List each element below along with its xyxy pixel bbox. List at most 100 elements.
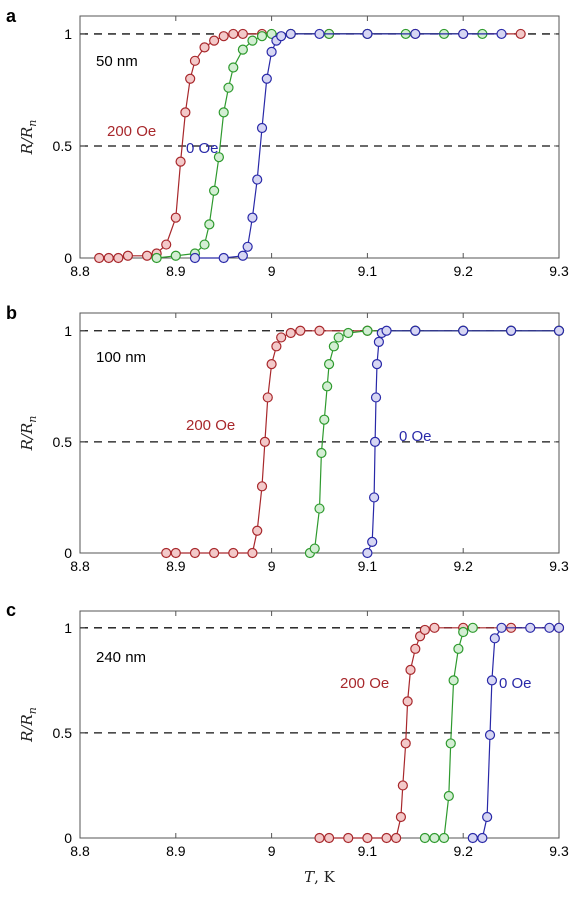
data-point: [209, 35, 220, 46]
data-point: [506, 325, 517, 336]
data-point: [400, 738, 411, 749]
data-point: [458, 325, 469, 336]
data-point: [410, 325, 421, 336]
series-label: 0 Oe: [186, 140, 219, 157]
data-point: [189, 55, 201, 66]
data-point: [256, 481, 268, 492]
data-point: [544, 622, 555, 633]
panel-letter: c: [6, 600, 16, 620]
data-point: [369, 436, 381, 447]
data-point: [362, 832, 373, 844]
data-point: [553, 622, 565, 633]
data-point: [266, 28, 277, 40]
data-point: [429, 832, 440, 844]
panel-letter: a: [6, 6, 17, 26]
data-point: [209, 185, 220, 196]
chart-panel-c: c 8.8 8.9 9 9.1 9.2 9.3 0 0.5 1 R/Rn T, K 240 nm 200 …: [6, 600, 569, 886]
data-point: [309, 543, 320, 554]
thickness-label: 240 nm: [96, 649, 146, 666]
plot-frame: [79, 312, 560, 554]
data-point: [496, 28, 507, 40]
y-axis-label: R/Rn: [18, 120, 39, 156]
y-tick-label: 0: [64, 250, 72, 266]
series-1: [419, 622, 478, 844]
x-tick-label: 9.1: [358, 263, 378, 279]
data-point: [343, 832, 354, 844]
x-tick-label: 8.9: [166, 558, 186, 574]
y-tick-label: 0: [64, 545, 72, 561]
data-point: [151, 252, 162, 264]
data-point: [247, 547, 258, 559]
thickness-label: 50 nm: [96, 53, 138, 70]
data-point: [276, 31, 287, 42]
data-point: [314, 28, 325, 40]
y-tick-label: 0.5: [53, 138, 73, 154]
data-point: [362, 547, 373, 559]
y-tick-label: 0: [64, 830, 72, 846]
data-point: [113, 252, 124, 264]
data-point: [445, 738, 456, 749]
series-label: 200 Oe: [340, 675, 389, 692]
data-point: [103, 252, 114, 264]
data-point: [228, 28, 239, 40]
series-label: 200 Oe: [186, 417, 235, 434]
data-point: [213, 152, 225, 163]
thickness-label: 100 nm: [96, 349, 146, 366]
data-point: [247, 212, 258, 223]
data-point: [276, 332, 287, 343]
data-point: [467, 832, 478, 844]
data-point: [381, 325, 392, 336]
series-0: 200 Oe: [314, 622, 565, 844]
y-tick-label: 0.5: [53, 434, 73, 450]
chart-panel-a: a 8.8 8.9 9 9.1 9.2 9.3 0 0.5 1 R/Rn 50 nm 200 Oe 0 O…: [6, 6, 569, 279]
x-tick-label: 9.3: [549, 558, 569, 574]
data-point: [199, 42, 210, 53]
data-point: [405, 664, 416, 675]
data-point: [266, 359, 277, 370]
data-point: [228, 547, 239, 559]
data-point: [482, 811, 493, 823]
x-tick-label: 9.2: [453, 263, 473, 279]
data-point: [141, 250, 153, 261]
data-point: [252, 525, 263, 536]
data-point: [419, 832, 430, 844]
data-point: [204, 219, 215, 230]
data-point: [218, 31, 229, 42]
data-point: [381, 832, 392, 844]
x-tick-label: 9.3: [549, 843, 569, 859]
data-point: [515, 28, 526, 40]
data-point: [259, 436, 270, 447]
data-point: [161, 239, 172, 250]
panel-letter: b: [6, 303, 17, 323]
data-point: [228, 62, 239, 73]
data-point: [410, 643, 421, 654]
series-label: 0 Oe: [499, 675, 532, 692]
data-point: [189, 252, 201, 264]
data-point: [486, 675, 498, 686]
data-point: [402, 696, 413, 707]
data-point: [223, 82, 234, 93]
data-point: [285, 28, 296, 40]
data-point: [170, 212, 181, 223]
data-point: [323, 832, 335, 844]
data-point: [314, 325, 325, 336]
y-axis-label: R/Rn: [18, 416, 39, 452]
data-point: [314, 503, 325, 514]
data-point: [496, 622, 507, 633]
data-point: [170, 547, 181, 559]
data-point: [256, 122, 268, 134]
data-point: [322, 381, 333, 392]
data-point: [161, 547, 172, 559]
x-tick-label: 9.2: [453, 558, 473, 574]
data-point: [314, 832, 325, 844]
data-point: [285, 327, 296, 339]
x-tick-label: 9: [268, 558, 276, 574]
data-point: [180, 107, 191, 118]
x-tick-label: 9: [268, 263, 276, 279]
x-tick-label: 8.8: [70, 843, 90, 859]
data-point: [489, 633, 500, 644]
data-point: [391, 832, 402, 844]
series-label: 0 Oe: [399, 428, 432, 445]
data-point: [256, 31, 268, 42]
